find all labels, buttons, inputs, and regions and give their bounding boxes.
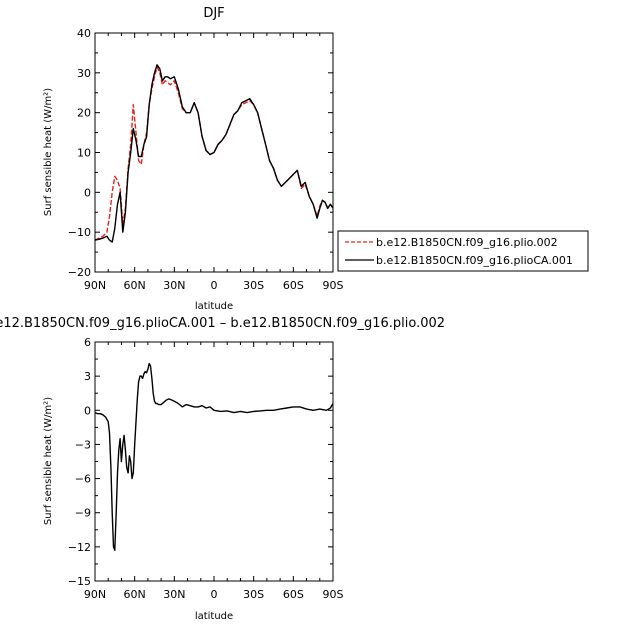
y-tick-label: 20 — [77, 107, 91, 120]
x-tick-label: 0 — [211, 279, 218, 292]
legend: b.e12.B1850CN.f09_g16.plio.002 b.e12.B18… — [337, 230, 589, 272]
x-tick-label: 30S — [243, 588, 264, 601]
x-tick-label: 30N — [163, 279, 185, 292]
y-tick-label: 0 — [84, 186, 91, 199]
y-tick-label: −12 — [68, 541, 91, 554]
series-line-plioCA — [94, 362, 334, 551]
bottom-chart-title: b.e12.B1850CN.f09_g16.plioCA.001 – b.e12… — [0, 316, 445, 331]
bottom-y-axis-label: Surf sensible heat (W/m²) — [43, 397, 54, 525]
y-tick-label: −3 — [75, 438, 91, 451]
x-tick-label: 90N — [84, 279, 106, 292]
x-tick-label: 60N — [124, 279, 146, 292]
top-x-ticks: 90N 60N 30N 0 30S 60S 90S — [84, 33, 344, 292]
bottom-plot-area — [94, 362, 334, 551]
x-tick-label: 0 — [211, 588, 218, 601]
y-tick-label: 0 — [84, 404, 91, 417]
x-tick-label: 60N — [124, 588, 146, 601]
y-tick-label: −20 — [68, 266, 91, 279]
x-tick-label: 60S — [283, 588, 304, 601]
x-tick-label: 90S — [323, 588, 344, 601]
y-tick-label: 30 — [77, 67, 91, 80]
x-tick-label: 90S — [323, 279, 344, 292]
top-y-axis-label: Surf sensible heat (W/m²) — [43, 88, 54, 216]
y-tick-label: −15 — [68, 575, 91, 588]
y-tick-label: 3 — [84, 370, 91, 383]
x-tick-label: 60S — [283, 279, 304, 292]
legend-label-plioCA: b.e12.B1850CN.f09_g16.plioCA.001 — [376, 254, 573, 267]
x-tick-label: 90N — [84, 588, 106, 601]
x-tick-label: 30N — [163, 588, 185, 601]
legend-box — [337, 230, 589, 272]
x-tick-label: 30S — [243, 279, 264, 292]
top-chart-title: DJF — [203, 6, 224, 21]
top-x-axis-label: latitude — [195, 301, 233, 312]
y-tick-label: −10 — [68, 226, 91, 239]
bottom-x-axis-label: latitude — [195, 611, 233, 622]
y-tick-label: 40 — [77, 27, 91, 40]
top-plot-area — [94, 64, 334, 243]
bottom-x-ticks: 90N 60N 30N 0 30S 60S 90S — [84, 342, 344, 601]
legend-label-plio: b.e12.B1850CN.f09_g16.plio.002 — [376, 236, 558, 249]
series-line-plioCA — [94, 64, 334, 243]
y-tick-label: −6 — [75, 473, 91, 486]
top-y-ticks: −20 −10 0 10 20 30 40 — [68, 27, 333, 279]
y-tick-label: −9 — [75, 507, 91, 520]
y-tick-label: 6 — [84, 336, 91, 349]
bottom-y-ticks: −15 −12 −9 −6 −3 0 3 6 — [68, 336, 333, 588]
y-tick-label: 10 — [77, 147, 91, 160]
